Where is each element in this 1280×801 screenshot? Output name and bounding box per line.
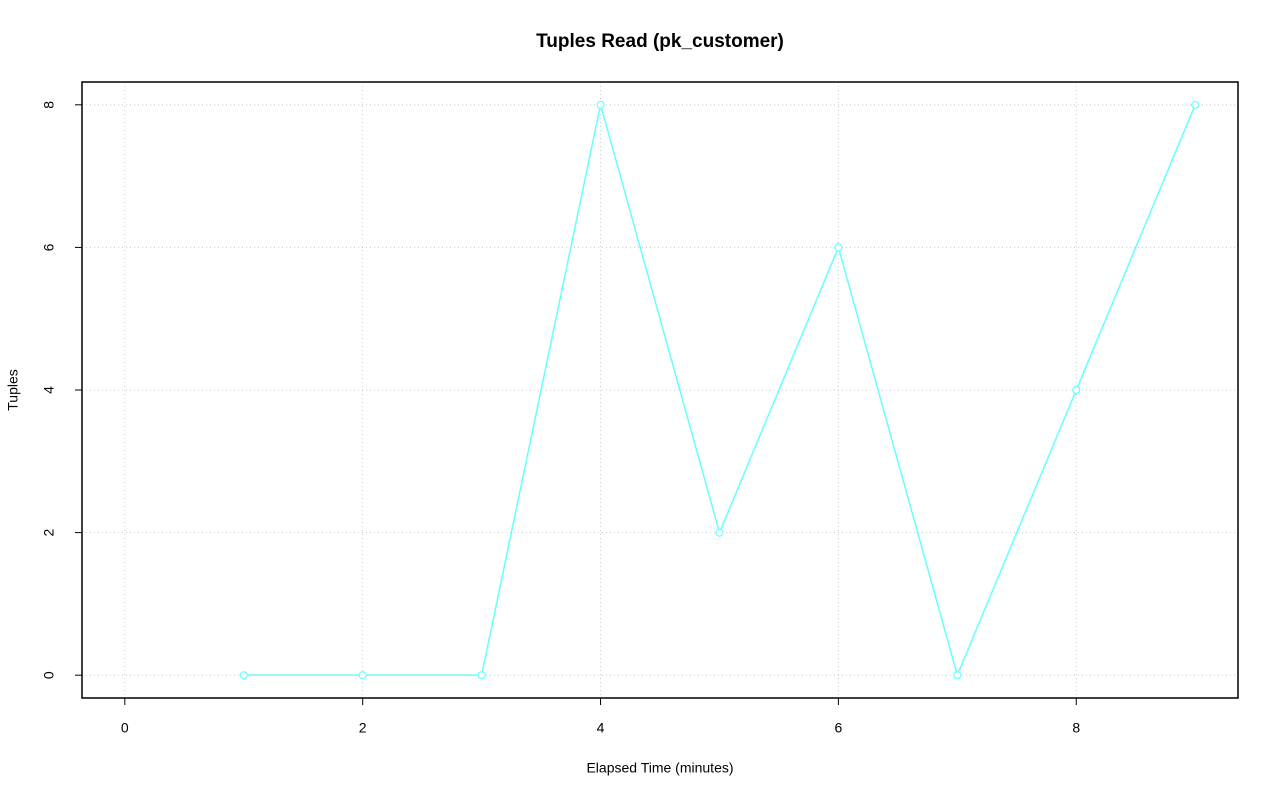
data-point (1191, 100, 1200, 109)
data-point (715, 528, 724, 537)
data-point (477, 671, 486, 680)
x-axis-label: Elapsed Time (minutes) (586, 760, 733, 776)
x-tick-label: 2 (359, 720, 367, 736)
y-tick-label: 4 (41, 386, 57, 394)
y-tick-label: 8 (41, 101, 57, 109)
x-tick-label: 4 (597, 720, 605, 736)
x-tick-label: 0 (121, 720, 129, 736)
data-point (953, 671, 962, 680)
data-point (1072, 385, 1081, 395)
y-tick-label: 0 (41, 671, 57, 679)
data-point (596, 100, 605, 109)
x-tick-label: 8 (1072, 720, 1080, 736)
y-tick-label: 2 (41, 528, 57, 536)
y-axis-label: Tuples (5, 369, 21, 411)
data-point (239, 671, 248, 680)
y-tick-label: 6 (41, 243, 57, 251)
data-point (834, 243, 843, 252)
chart-title: Tuples Read (pk_customer) (536, 31, 784, 52)
data-point (358, 671, 367, 680)
x-tick-label: 6 (834, 720, 842, 736)
plot-frame (81, 81, 1239, 699)
